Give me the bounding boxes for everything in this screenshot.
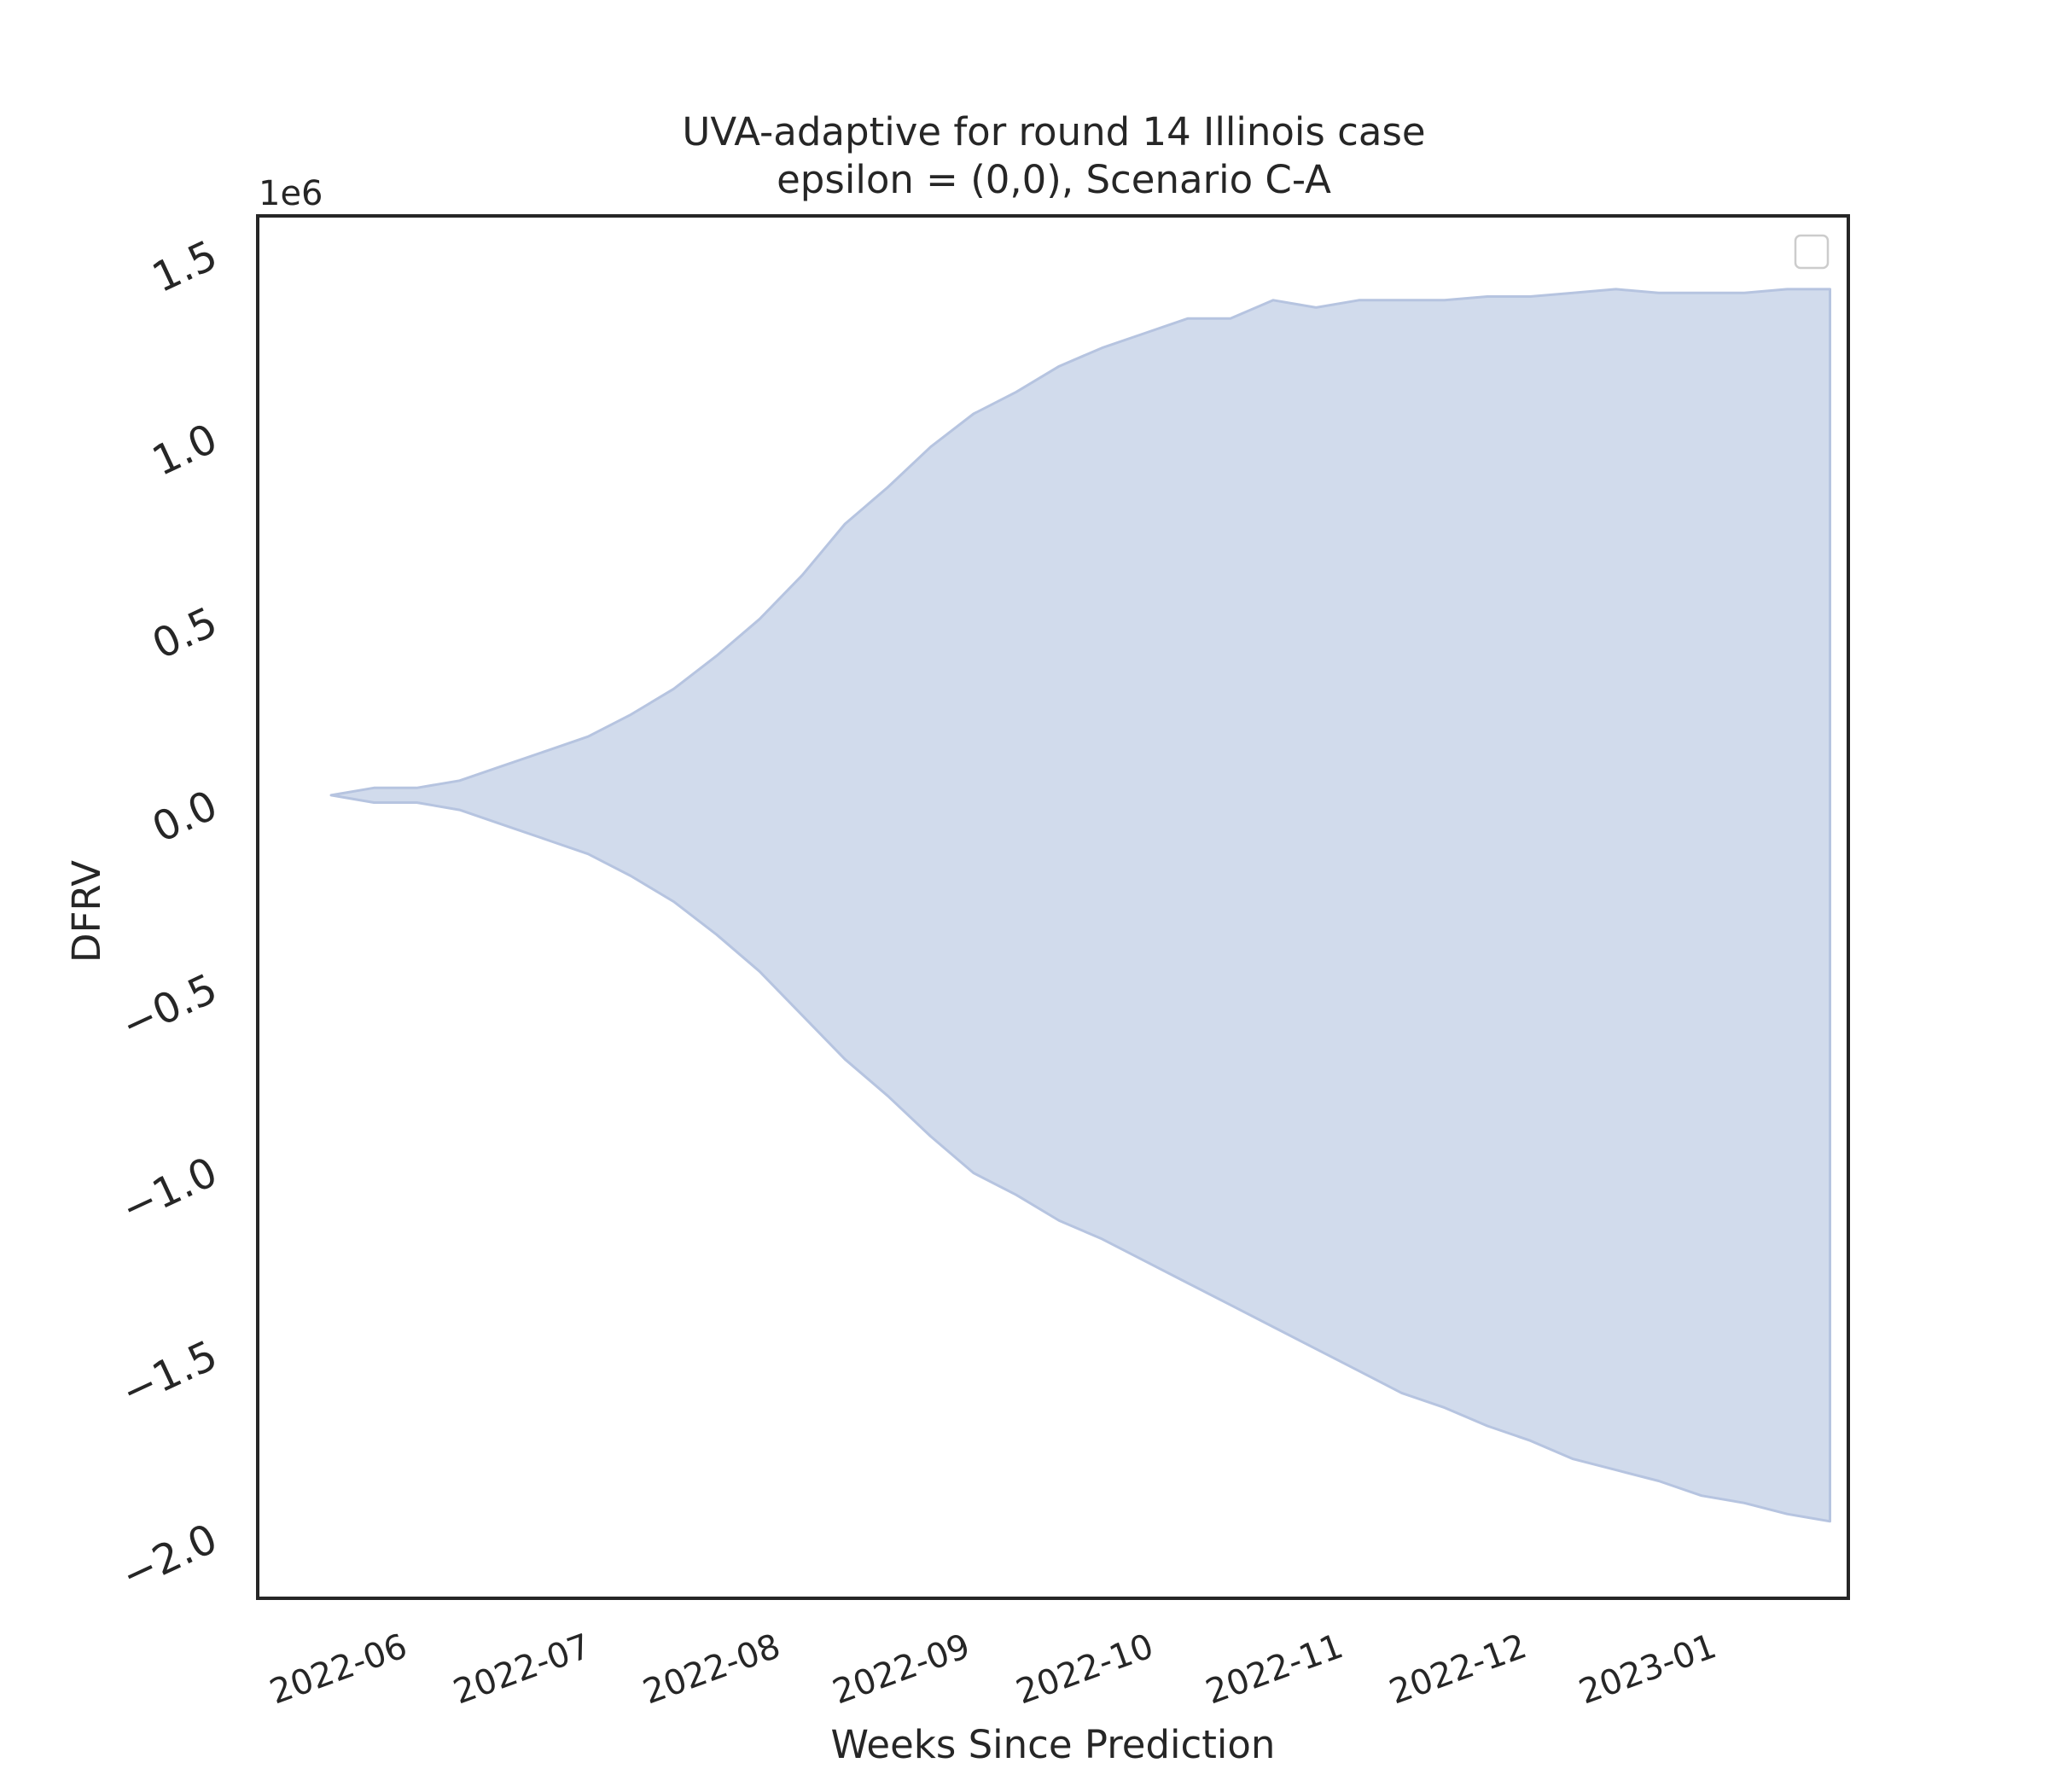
y-ticks: 1.5 1.0 0.5 0.0 −0.5 −1.0 −1.5 −2.0: [114, 231, 224, 1600]
y-tick-label: 0.5: [145, 598, 224, 669]
chart-title-line1: UVA-adaptive for round 14 Illinois case: [682, 109, 1425, 154]
y-tick-label: −2.0: [114, 1515, 224, 1600]
y-tick-label: −1.5: [114, 1331, 224, 1417]
x-tick-label: 2022-09: [828, 1626, 975, 1712]
chart-title-line2: epsilon = (0,0), Scenario C-A: [777, 157, 1331, 202]
x-tick-label: 2022-07: [448, 1626, 596, 1712]
y-axis-label: DFRV: [64, 860, 109, 963]
band-layer: [329, 288, 1831, 1523]
y-offset-label: 1e6: [259, 174, 323, 213]
x-axis-label: Weeks Since Prediction: [831, 1722, 1276, 1767]
confidence-band: [329, 288, 1831, 1523]
y-tick-label: −0.5: [114, 965, 224, 1050]
x-tick-label: 2023-01: [1574, 1626, 1722, 1712]
x-tick-label: 2022-12: [1384, 1626, 1532, 1712]
y-tick-label: 1.0: [145, 415, 224, 486]
legend-box: [1794, 234, 1830, 270]
y-tick-label: −1.0: [114, 1148, 224, 1233]
x-tick-label: 2022-06: [265, 1626, 412, 1712]
x-tick-label: 2022-11: [1201, 1626, 1348, 1712]
y-tick-label: 0.0: [145, 782, 224, 852]
x-tick-label: 2022-08: [638, 1626, 786, 1712]
x-ticks: 2022-06 2022-07 2022-08 2022-09 2022-10 2022-…: [265, 1626, 1721, 1712]
plot-frame: [256, 214, 1850, 1600]
x-tick-label: 2022-10: [1011, 1626, 1159, 1712]
y-tick-label: 1.5: [145, 231, 224, 302]
